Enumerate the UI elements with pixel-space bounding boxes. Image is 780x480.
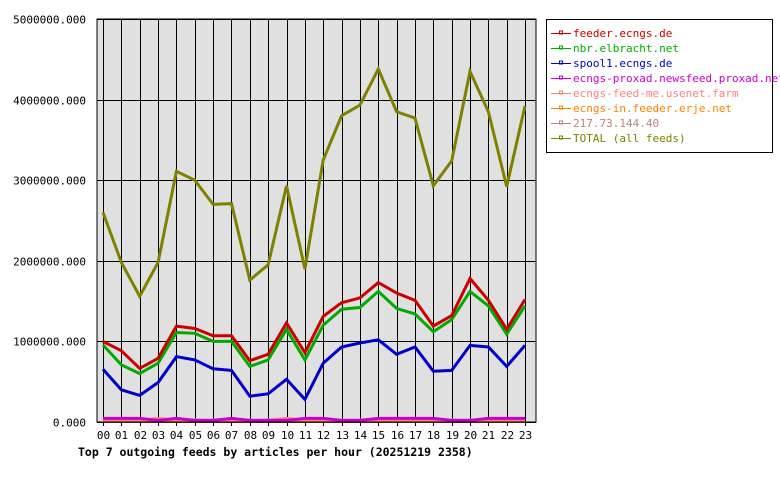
legend-item: ecngs-in.feeder.erje.net	[551, 102, 732, 115]
legend-item: ecngs-feed-me.usenet.farm	[551, 87, 739, 100]
legend-label: nbr.elbracht.net	[573, 42, 679, 55]
legend-label: TOTAL (all feeds)	[573, 132, 686, 145]
x-tick-label: 13	[336, 429, 349, 442]
legend-marker	[559, 120, 563, 125]
x-tick-label: 02	[134, 429, 147, 442]
legend-item: TOTAL (all feeds)	[551, 132, 686, 145]
legend: feeder.ecngs.de nbr.elbracht.net spool1.ec…	[546, 19, 780, 153]
legend-item: ecngs-proxad.newsfeed.proxad.net	[551, 72, 780, 85]
x-tick-label: 09	[262, 429, 275, 442]
legend-item: nbr.elbracht.net	[551, 42, 679, 55]
y-axis: 0.000 1000000.000 2000000.000 3000000.000 40…	[13, 14, 86, 430]
x-tick-label: 06	[207, 429, 220, 442]
y-tick-label: 0.000	[53, 417, 86, 430]
legend-box	[546, 19, 773, 153]
x-tick-label: 12	[317, 429, 330, 442]
x-tick-label: 01	[115, 429, 128, 442]
x-tick-label: 10	[281, 429, 294, 442]
series-line-feeder-ecngs-de	[102, 275, 527, 371]
legend-label: ecngs-feed-me.usenet.farm	[573, 87, 739, 100]
legend-item: feeder.ecngs.de	[551, 27, 672, 40]
series-lines	[101, 65, 527, 423]
legend-marker	[559, 45, 563, 50]
x-tick-label: 23	[519, 429, 532, 442]
x-tick-label: 18	[427, 429, 440, 442]
series-line-spool1-ecngs-de	[101, 338, 527, 403]
x-tick-label: 20	[464, 429, 477, 442]
chart-title: Top 7 outgoing feeds by articles per hou…	[78, 445, 473, 459]
plot-border	[96, 18, 537, 423]
x-tick-label: 05	[189, 429, 202, 442]
y-tick-label: 1000000.000	[13, 336, 86, 349]
x-tick-label: 08	[244, 429, 257, 442]
x-tick-label: 17	[409, 429, 422, 442]
y-tick-label: 4000000.000	[13, 95, 86, 108]
x-tick-label: 03	[152, 429, 165, 442]
legend-marker	[559, 60, 563, 65]
legend-label: spool1.ecngs.de	[573, 57, 672, 70]
legend-label: feeder.ecngs.de	[573, 27, 672, 40]
x-tick-label: 00	[97, 429, 110, 442]
legend-label: ecngs-in.feeder.erje.net	[573, 102, 732, 115]
legend-marker	[559, 30, 563, 35]
x-tick-label: 16	[391, 429, 404, 442]
legend-label: 217.73.144.40	[573, 117, 659, 130]
legend-item: 217.73.144.40	[551, 117, 659, 130]
x-tick-label: 04	[170, 429, 184, 442]
legend-marker	[559, 75, 563, 80]
x-tick-label: 15	[372, 429, 385, 442]
y-tick-label: 3000000.000	[13, 175, 86, 188]
x-tick-label: 22	[501, 429, 514, 442]
series-line-nbr-elbracht-net	[101, 289, 527, 376]
series-line-total-all-feeds-	[101, 65, 527, 300]
x-tick-label: 11	[299, 429, 312, 442]
legend-marker	[559, 90, 563, 95]
legend-item: spool1.ecngs.de	[551, 57, 672, 70]
x-tick-label: 21	[482, 429, 495, 442]
series-line-ecngs-proxad-newsfeed-proxad-net	[103, 416, 525, 422]
x-tick-label: 19	[446, 429, 459, 442]
x-tick-label: 14	[354, 429, 368, 442]
legend-marker	[559, 135, 563, 140]
x-axis: 00 01 02 03 04 05 06 07 08 09 10 11 12 13 14 15 16 17 18 19…	[97, 429, 532, 442]
y-tick-label: 2000000.000	[13, 256, 86, 269]
legend-marker	[559, 105, 563, 110]
y-tick-label: 5000000.000	[13, 14, 86, 27]
legend-label: ecngs-proxad.newsfeed.proxad.net	[573, 72, 780, 85]
x-tick-label: 07	[225, 429, 238, 442]
